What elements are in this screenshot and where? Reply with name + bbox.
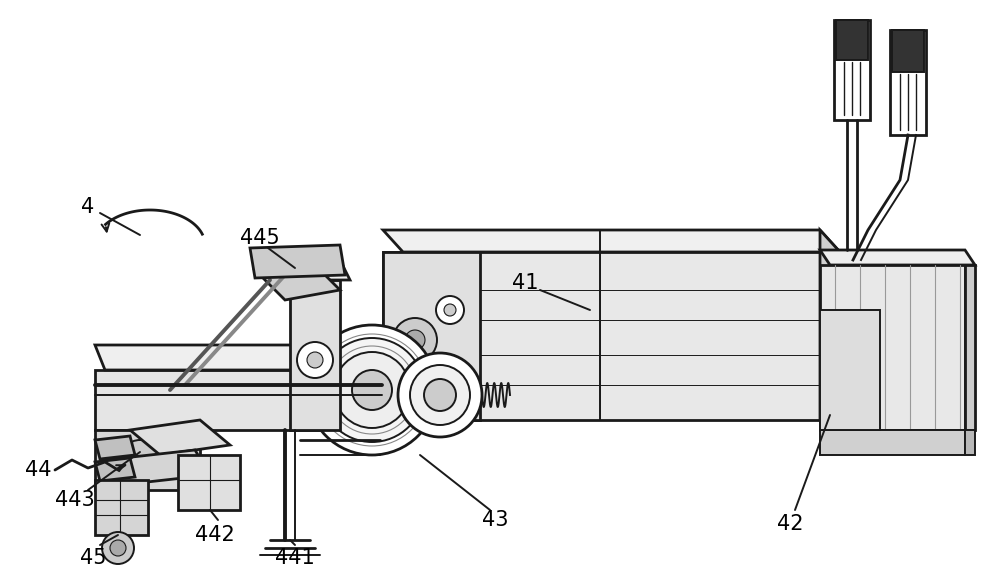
- Polygon shape: [95, 480, 148, 535]
- Polygon shape: [836, 20, 868, 60]
- Polygon shape: [130, 420, 230, 455]
- Text: 441: 441: [275, 548, 315, 568]
- Polygon shape: [105, 450, 210, 485]
- Circle shape: [161, 446, 189, 474]
- Circle shape: [334, 352, 410, 428]
- Circle shape: [320, 338, 424, 442]
- Text: 4: 4: [81, 197, 95, 217]
- Polygon shape: [834, 20, 870, 120]
- Polygon shape: [290, 260, 350, 280]
- Circle shape: [398, 353, 482, 437]
- Polygon shape: [383, 252, 820, 420]
- Text: 445: 445: [240, 228, 280, 248]
- Polygon shape: [95, 345, 330, 370]
- Circle shape: [393, 318, 437, 362]
- Polygon shape: [95, 436, 135, 459]
- Polygon shape: [965, 430, 975, 455]
- Circle shape: [110, 540, 126, 556]
- Polygon shape: [820, 430, 965, 455]
- Polygon shape: [820, 250, 975, 265]
- Polygon shape: [95, 370, 320, 430]
- Polygon shape: [250, 245, 345, 278]
- Polygon shape: [95, 458, 135, 481]
- Circle shape: [352, 370, 392, 410]
- Polygon shape: [892, 30, 924, 72]
- Circle shape: [436, 296, 464, 324]
- Polygon shape: [383, 252, 480, 420]
- Text: 442: 442: [195, 525, 235, 545]
- Circle shape: [307, 352, 323, 368]
- Circle shape: [102, 532, 134, 564]
- Circle shape: [410, 365, 470, 425]
- Circle shape: [120, 440, 160, 480]
- Text: 43: 43: [482, 510, 508, 530]
- Polygon shape: [820, 230, 840, 420]
- Text: 44: 44: [25, 460, 51, 480]
- Polygon shape: [290, 280, 340, 430]
- Polygon shape: [255, 260, 340, 300]
- Text: 45: 45: [80, 548, 106, 568]
- Circle shape: [307, 325, 437, 455]
- Text: 42: 42: [777, 514, 803, 534]
- Text: 41: 41: [512, 273, 538, 293]
- Polygon shape: [383, 230, 840, 252]
- Polygon shape: [178, 455, 240, 510]
- Polygon shape: [820, 265, 965, 430]
- Polygon shape: [95, 430, 200, 490]
- Polygon shape: [965, 265, 975, 430]
- Circle shape: [405, 330, 425, 350]
- Circle shape: [424, 379, 456, 411]
- Polygon shape: [820, 310, 880, 430]
- Circle shape: [297, 342, 333, 378]
- Text: 443: 443: [55, 490, 95, 510]
- Circle shape: [444, 304, 456, 316]
- Polygon shape: [890, 30, 926, 135]
